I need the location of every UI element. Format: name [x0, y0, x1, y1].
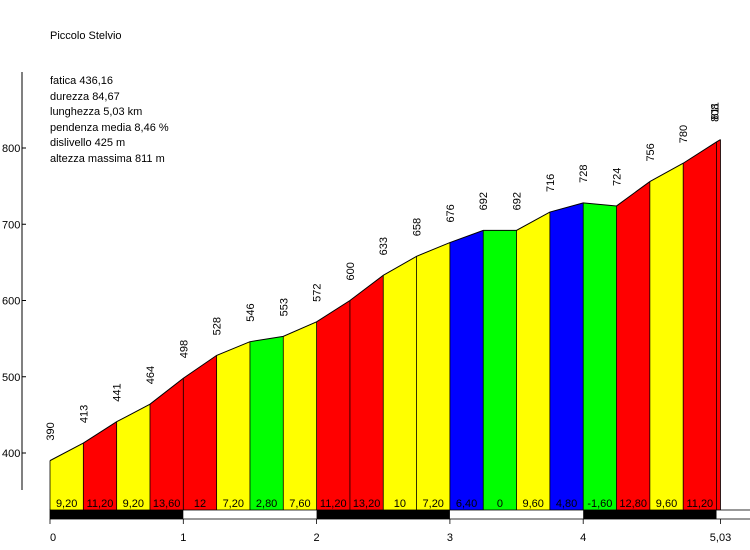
- segment-fill: [416, 242, 450, 511]
- x-tick-label: 3: [447, 532, 453, 544]
- elevation-label: 658: [412, 218, 424, 236]
- stat-lunghezza: lunghezza 5,03 km: [50, 106, 143, 118]
- elevation-label: 728: [578, 165, 590, 183]
- chart-title: Piccolo Stelvio: [50, 30, 122, 42]
- elevation-label: 808: [710, 104, 722, 122]
- grade-label: 11,20: [87, 498, 114, 510]
- y-tick-label: 800: [2, 143, 20, 155]
- elevation-label: 676: [445, 204, 457, 222]
- x-tick-label: 5,03: [710, 532, 731, 544]
- elevation-label: 464: [145, 366, 157, 384]
- elevation-label: 413: [78, 405, 90, 423]
- elevation-label: 600: [345, 262, 357, 280]
- segment-fill: [516, 212, 550, 511]
- segment-fill: [149, 378, 184, 510]
- elevation-label: 441: [112, 383, 124, 401]
- elevation-label: 546: [245, 303, 257, 321]
- x-tick-label: 2: [314, 532, 320, 544]
- y-tick-label: 500: [2, 372, 20, 384]
- grade-label: 4,80: [556, 498, 577, 510]
- elevation-label: 811: [709, 102, 721, 120]
- grade-label: 13,20: [353, 498, 381, 510]
- elevation-label: 498: [178, 340, 190, 358]
- grade-label: 9,60: [523, 498, 544, 510]
- segment-fill: [483, 230, 517, 510]
- grade-label: 7,20: [223, 498, 244, 510]
- stat-durezza: durezza 84,67: [50, 90, 120, 103]
- elevation-label: 390: [45, 422, 57, 440]
- grade-label: 12: [194, 498, 206, 510]
- segment-fill: [216, 341, 250, 510]
- elevation-label: 528: [212, 317, 224, 335]
- segment-fill: [449, 230, 484, 510]
- segment-fill: [383, 256, 417, 510]
- elevation-label: 572: [312, 283, 324, 301]
- grade-label: 11,20: [686, 498, 713, 510]
- y-tick-label: 600: [2, 296, 20, 308]
- grade-label: 7,60: [289, 498, 310, 510]
- segment-fill: [649, 163, 684, 510]
- grade-label: 9,20: [56, 498, 77, 510]
- segment-fill: [716, 139, 721, 511]
- elevation-label: 716: [545, 174, 557, 192]
- segment-fill: [616, 181, 650, 511]
- grade-label: 12,80: [619, 498, 647, 510]
- elevation-label: 756: [645, 143, 657, 161]
- grade-label: 13,60: [153, 498, 181, 510]
- x-tick-label: 0: [50, 532, 56, 544]
- grade-label: 9,60: [656, 498, 677, 510]
- segment-fill: [683, 141, 717, 510]
- x-tick-label: 4: [580, 532, 586, 544]
- grade-label: 11,20: [320, 498, 347, 510]
- grade-label: 0: [497, 498, 503, 510]
- y-tick-label: 700: [2, 219, 20, 231]
- grade-label: 2,80: [256, 498, 277, 510]
- stats-list: fatica 436,16 durezza 84,67 lunghezza 5,…: [50, 74, 169, 167]
- segment-fill: [316, 300, 350, 510]
- segment-fill: [249, 336, 284, 510]
- elevation-label: 692: [512, 192, 524, 210]
- grade-label: 7,20: [423, 498, 444, 510]
- segment-fill: [83, 421, 117, 510]
- elevation-label: 633: [378, 237, 390, 255]
- profile-line: [49, 139, 721, 462]
- segment-fill: [549, 202, 584, 510]
- segment-fill: [183, 355, 217, 510]
- elevation-label: 724: [612, 168, 624, 186]
- x-tick-label: 1: [180, 532, 186, 544]
- segment-fill: [116, 404, 150, 510]
- distance-band: [50, 510, 184, 519]
- grade-label: 6,40: [456, 498, 477, 510]
- stat-pendenza-media: pendenza media 8,46 %: [50, 121, 169, 134]
- stat-altezza-massima: altezza massima 811 m: [50, 152, 165, 165]
- grade-label: -1,60: [587, 498, 612, 510]
- stat-dislivello: dislivello 425 m: [50, 137, 126, 149]
- elevation-label: 553: [278, 298, 290, 316]
- segment-fill: [50, 443, 84, 510]
- stat-fatica: fatica 436,16: [50, 75, 113, 87]
- segment-fill: [349, 275, 384, 510]
- segment-fill: [283, 321, 317, 510]
- elevation-label: 780: [678, 125, 690, 143]
- grade-label: 10: [394, 498, 406, 510]
- elevation-label: 692: [478, 192, 490, 210]
- segment-fill: [583, 202, 617, 510]
- distance-band: [583, 510, 717, 519]
- y-tick-label: 400: [2, 448, 20, 460]
- grade-label: 9,20: [123, 498, 144, 510]
- distance-band: [316, 510, 450, 519]
